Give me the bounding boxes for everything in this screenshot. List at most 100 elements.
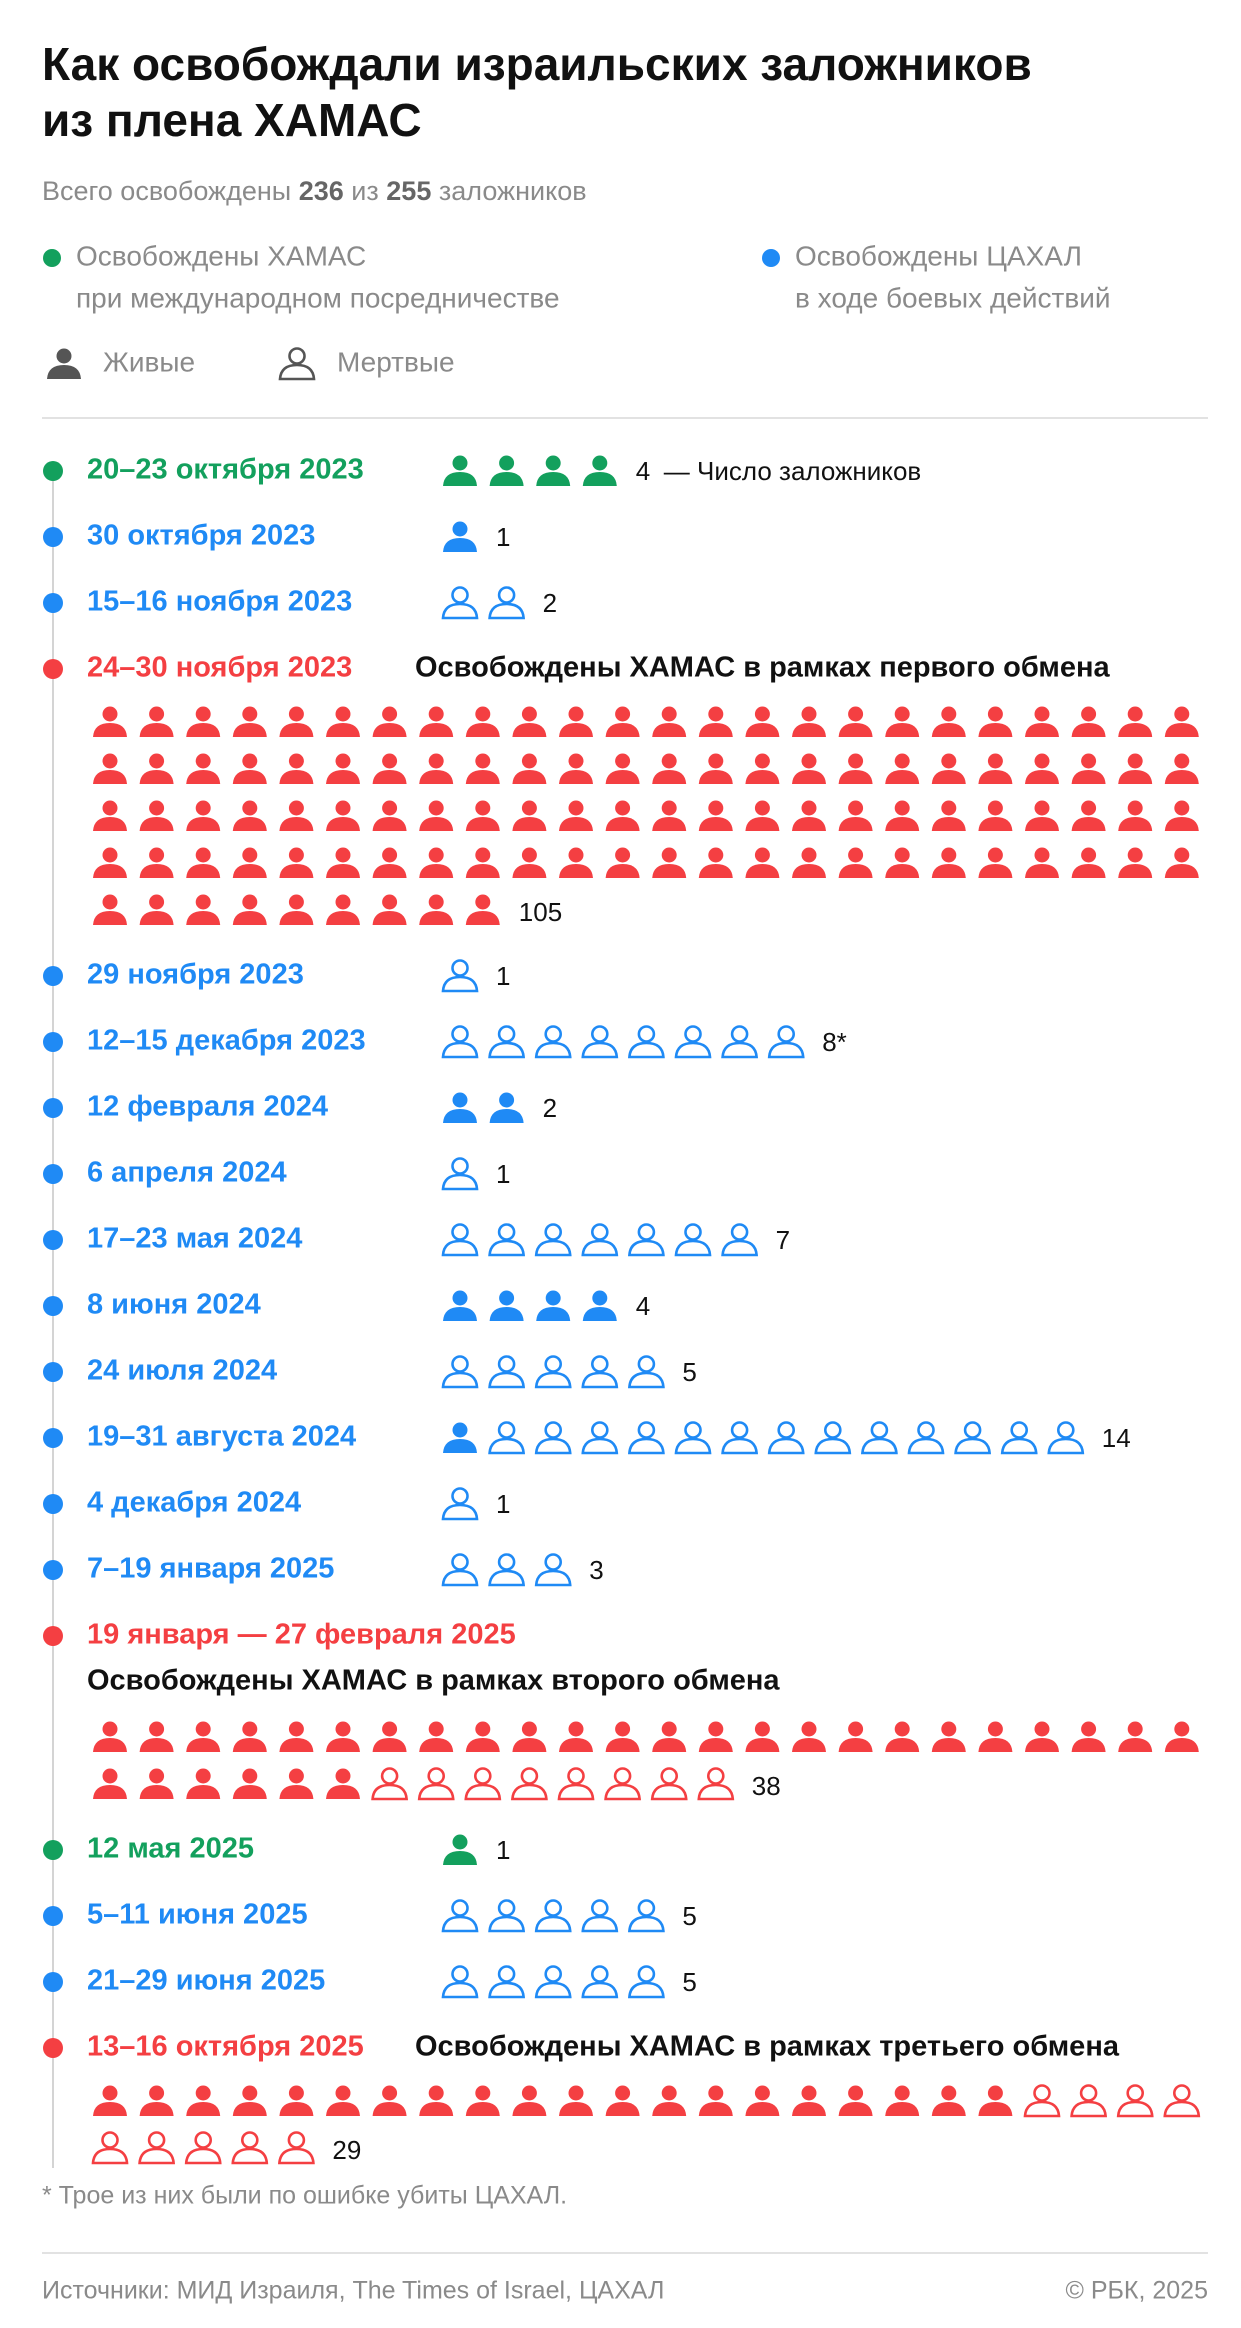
title-line: из плена ХАМАС: [42, 94, 422, 146]
sources: Источники: МИД Израиля, The Times of Isr…: [42, 2277, 664, 2305]
icon-head: [428, 894, 444, 910]
icon-head: [848, 753, 864, 769]
icon-head: [568, 1721, 584, 1737]
icon-head: [427, 1767, 446, 1785]
icon-body: [326, 911, 360, 925]
icon-head: [149, 1721, 165, 1737]
icon-body: [1071, 723, 1106, 737]
icon-body: [279, 770, 314, 784]
person-icon: [745, 2085, 780, 2116]
icon-body: [652, 723, 687, 737]
person-icon: [628, 1899, 665, 1933]
icon-body: [419, 1738, 454, 1752]
person-icon: [372, 706, 407, 737]
icon-head: [1081, 753, 1097, 769]
subtitle-text: Всего освобождены: [42, 176, 291, 206]
icon-body: [1000, 1437, 1038, 1455]
legend-dot: [43, 249, 61, 267]
icon-body: [1023, 2100, 1061, 2118]
icon-body: [792, 723, 826, 737]
icon-body: [419, 864, 454, 878]
icon-body: [534, 1981, 572, 1999]
icon-body: [907, 1437, 945, 1455]
icon-body: [441, 1915, 479, 1933]
icon-head: [382, 894, 398, 910]
icon-head: [590, 1899, 609, 1917]
icon-body: [93, 1785, 127, 1799]
person-icon: [419, 847, 454, 878]
icon-head: [149, 753, 165, 769]
person-icon: [978, 706, 1013, 737]
subtitle-number: 236: [299, 176, 344, 206]
icon-head: [242, 894, 258, 910]
legend-text: Мертвые: [337, 346, 455, 377]
icon-head: [754, 706, 770, 722]
icon-body: [443, 1307, 477, 1321]
icon-body: [184, 2147, 222, 2165]
person-icon: [1071, 847, 1106, 878]
icon-head: [544, 1965, 563, 1983]
person-icon: [279, 847, 314, 878]
icon-head: [1034, 706, 1050, 722]
icon-body: [954, 1437, 991, 1455]
icon-head: [499, 455, 515, 471]
icon-head: [497, 1025, 516, 1043]
icon-body: [605, 2102, 640, 2116]
icon-body: [232, 770, 267, 784]
person-icon: [184, 2131, 222, 2165]
icon-head: [521, 2085, 537, 2101]
icon-head: [497, 1553, 516, 1571]
icon-body: [652, 770, 687, 784]
icon-body: [372, 817, 407, 831]
icon-head: [1127, 847, 1143, 863]
icon-head: [428, 2085, 444, 2101]
person-icon: [186, 894, 221, 925]
icon-body: [534, 1239, 572, 1257]
person-icon: [534, 1899, 572, 1933]
person-icon: [1071, 800, 1106, 831]
person-icon: [628, 1421, 665, 1455]
icon-body: [674, 1239, 712, 1257]
timeline-dot: [43, 1626, 63, 1646]
icon-head: [451, 1553, 469, 1571]
icon-head: [592, 455, 608, 471]
icon-head: [195, 1768, 211, 1784]
person-icon: [417, 1767, 455, 1801]
icon-head: [661, 1721, 677, 1737]
timeline-dot: [43, 1560, 63, 1580]
icon-body: [559, 723, 593, 737]
person-icon: [279, 1721, 314, 1752]
icon-body: [488, 1437, 525, 1455]
person-icon: [465, 706, 500, 737]
icon-head: [428, 706, 444, 722]
icon-head: [754, 800, 770, 816]
icon-head: [1081, 847, 1097, 863]
icon-body: [838, 723, 873, 737]
person-icon: [279, 753, 314, 784]
icon-body: [605, 817, 640, 831]
person-icon: [488, 1553, 525, 1587]
person-icon: [441, 1157, 479, 1191]
icon-body: [1071, 1738, 1106, 1752]
icon-body: [745, 2102, 780, 2116]
person-icon: [443, 1834, 477, 1865]
person-icon: [652, 847, 687, 878]
person-icon: [1025, 1721, 1059, 1752]
person-icon: [628, 1355, 665, 1389]
icon-head: [475, 1721, 491, 1737]
person-icon: [1071, 706, 1106, 737]
icon-head: [590, 1965, 609, 1983]
person-icon: [441, 586, 479, 620]
person-icon: [628, 1025, 665, 1059]
icon-body: [885, 864, 920, 878]
icon-body: [978, 817, 1013, 831]
event-date: 19–31 августа 2024: [87, 1421, 356, 1453]
icon-body: [139, 1738, 174, 1752]
icon-head: [428, 800, 444, 816]
event-date: 12 мая 2025: [87, 1833, 254, 1865]
icon-body: [767, 1437, 805, 1455]
icon-body: [1118, 817, 1153, 831]
icon-body: [279, 2102, 314, 2116]
icon-body: [326, 1785, 360, 1799]
icon-head: [1010, 1421, 1029, 1439]
